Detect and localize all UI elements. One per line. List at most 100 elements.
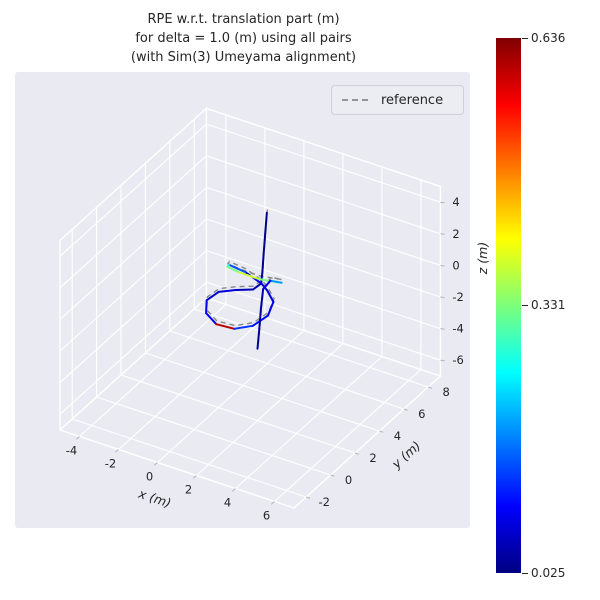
y-tick-label: 8	[443, 385, 450, 399]
legend-label-reference: reference	[381, 92, 444, 108]
legend: reference	[331, 85, 464, 115]
title-line-2: for delta = 1.0 (m) using all pairs	[135, 31, 352, 46]
grid-line-x-floor	[79, 304, 227, 437]
trajectory-segment	[238, 271, 261, 281]
z-tick-mark	[440, 233, 445, 235]
grid-line-z-left	[59, 218, 207, 352]
grid-line-z-right	[206, 186, 441, 266]
grid-line-z-right	[206, 281, 441, 361]
grid-line-z-right	[206, 250, 441, 330]
z-tick-label: 0	[452, 258, 459, 272]
grid-line-z-right	[206, 123, 441, 203]
trajectory-segment	[259, 288, 265, 310]
x-tick-mark	[270, 501, 275, 505]
grid-line-z-left	[59, 186, 207, 320]
y-tick-label: 2	[369, 451, 376, 465]
grid-line-y-floor	[72, 418, 307, 498]
trajectory-segment	[205, 299, 208, 315]
z-axis-label: z (m)	[475, 242, 490, 275]
reference-dashed-line-icon	[342, 99, 372, 101]
grid-line-x-floor	[235, 356, 383, 489]
x-tick-label: 2	[185, 483, 192, 497]
z-tick-mark	[440, 201, 445, 204]
grid-line-z-left	[59, 281, 207, 415]
z-tick-label: -4	[452, 322, 463, 336]
plot-background	[15, 72, 470, 528]
title-line-1: RPE w.r.t. translation part (m)	[147, 12, 340, 27]
grid-line-x-floor	[118, 317, 266, 450]
trajectory-segment	[258, 307, 262, 330]
grid-line-x-floor	[196, 343, 344, 476]
grid-line-z-right	[206, 155, 441, 235]
x-tick-mark	[192, 475, 197, 479]
colorbar-tick-min	[522, 573, 528, 574]
grid-line-z-left	[59, 155, 207, 289]
title-line-3: (with Sim(3) Umeyama alignment)	[130, 50, 357, 65]
colorbar	[496, 38, 521, 573]
grid-line-x-floor	[157, 330, 305, 463]
z-tick-label: 4	[452, 195, 459, 209]
y-tick-label: 0	[345, 473, 352, 487]
trajectory-segment	[252, 282, 263, 291]
y-tick-mark	[379, 430, 384, 433]
trajectory-segment	[233, 324, 254, 330]
z-tick-label: 2	[452, 227, 459, 241]
z-tick-label: -2	[452, 290, 463, 304]
trajectory-segment	[269, 279, 283, 284]
trajectory-segment	[266, 289, 275, 303]
y-tick-mark	[354, 452, 359, 455]
x-tick-mark	[75, 436, 80, 440]
grid-line-y-floor	[96, 396, 331, 476]
y-tick-mark	[403, 408, 408, 411]
grid-line-z-left	[59, 250, 207, 384]
colorbar-tick-max	[522, 38, 528, 39]
trajectory-segment	[205, 290, 220, 302]
x-tick-label: -2	[105, 457, 116, 471]
x-tick-label: 0	[146, 470, 153, 484]
pane-edge-right-wall	[206, 107, 442, 377]
grid-line-x-floor	[274, 369, 422, 502]
trajectory-segment	[256, 327, 261, 350]
trajectory-segment	[264, 211, 268, 235]
colorbar-label-mid: 0.331	[531, 298, 566, 313]
reference-trajectory	[205, 209, 283, 346]
trajectory-segment	[205, 312, 218, 326]
z-tick-mark	[440, 264, 445, 267]
trajectory-segment	[262, 279, 272, 291]
grid-line-z-left	[59, 123, 207, 257]
y-tick-label: -2	[318, 495, 329, 509]
plot-title: RPE w.r.t. translation part (m) for delt…	[0, 10, 487, 67]
colorbar-label-max: 0.636	[531, 31, 566, 45]
x-tick-label: 4	[224, 496, 231, 510]
trajectory-segment	[262, 232, 267, 256]
z-tick-mark	[440, 296, 445, 299]
trajectory-segment	[234, 288, 254, 291]
trajectory-segment	[226, 265, 241, 274]
colorbar-label-min: 0.025	[531, 566, 566, 580]
z-tick-label: -6	[452, 353, 463, 367]
y-tick-mark	[306, 496, 311, 499]
trajectory-segment	[227, 263, 247, 274]
grid-line-y-floor	[169, 330, 404, 410]
y-tick-label: 6	[418, 407, 425, 421]
z-tick-mark	[440, 328, 445, 330]
x-tick-mark	[231, 488, 236, 492]
pane-edge-floor	[59, 375, 441, 509]
colorbar-tick-mid	[522, 305, 528, 307]
trajectory-segment	[261, 253, 265, 273]
x-tick-label: -4	[66, 444, 77, 458]
trajectory-segment	[217, 289, 237, 293]
grid-line-y-floor	[194, 308, 429, 388]
z-tick-mark	[440, 359, 445, 362]
grid-line-y-floor	[145, 352, 380, 432]
y-tick-mark	[428, 386, 433, 389]
trajectory-segment	[260, 270, 264, 285]
y-tick-mark	[330, 474, 335, 477]
x-tick-mark	[114, 449, 119, 453]
y-tick-label: 4	[394, 429, 401, 443]
x-tick-mark	[153, 462, 158, 466]
x-tick-label: 6	[263, 509, 270, 523]
grid-line-y-floor	[120, 374, 356, 454]
trajectory-segment	[267, 300, 275, 317]
